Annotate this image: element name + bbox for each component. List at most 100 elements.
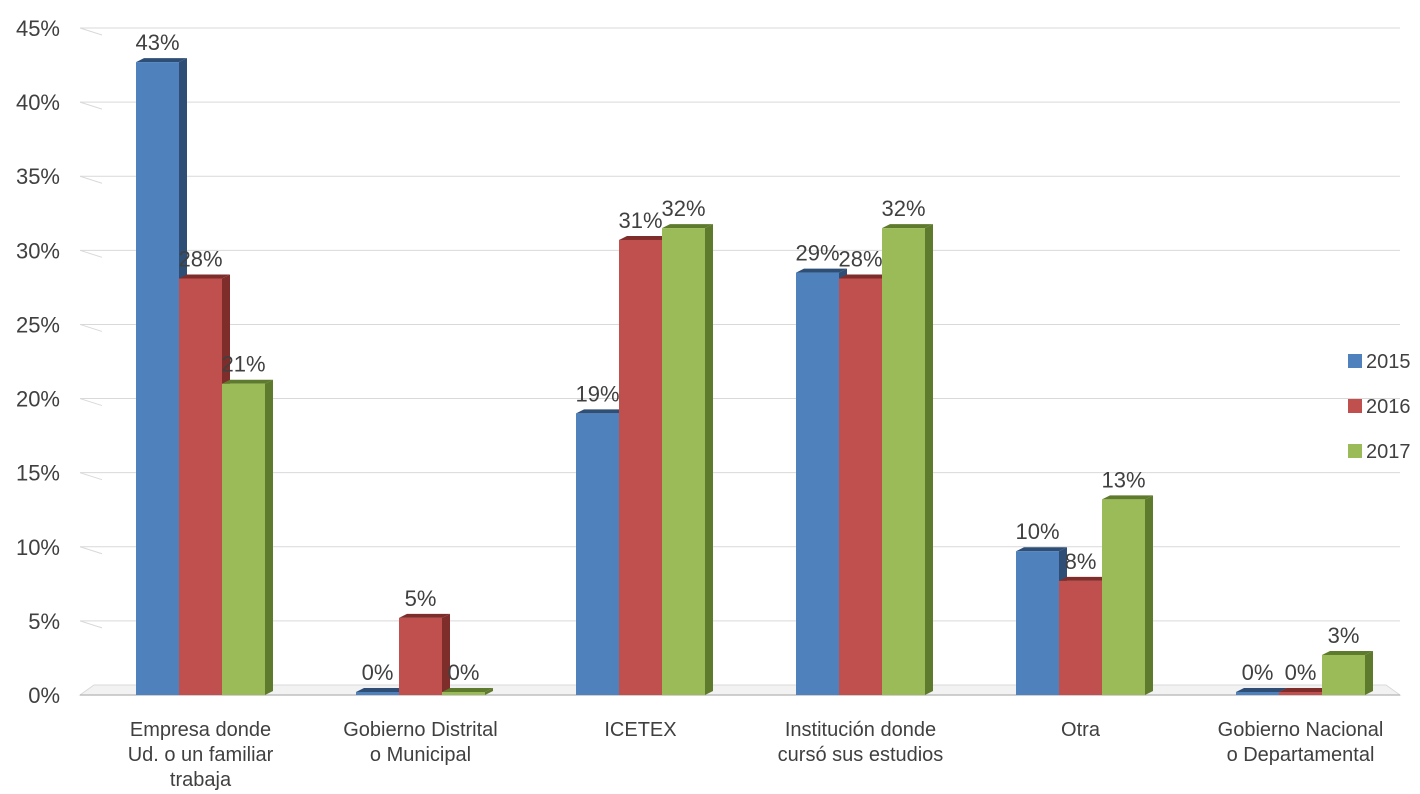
- bar-side: [1145, 495, 1153, 695]
- gridline-depth: [79, 27, 103, 36]
- bar-2016: [1059, 580, 1102, 695]
- y-tick-label: 5%: [28, 609, 60, 634]
- data-label: 5%: [405, 586, 437, 611]
- x-tick-label: Gobierno Distrital o Municipal: [343, 719, 498, 766]
- data-label: 19%: [575, 381, 619, 406]
- x-axis: Empresa donde Ud. o un familiar trabaja Gob…: [128, 719, 1384, 791]
- bar-top: [1102, 495, 1153, 500]
- legend-swatch-2016: [1348, 399, 1362, 413]
- bar-top: [1059, 576, 1110, 581]
- data-label: 28%: [838, 246, 882, 271]
- gridline-depth: [79, 398, 103, 407]
- bar-2017: [662, 228, 705, 695]
- x-tick-label-line: Empresa donde: [130, 719, 271, 741]
- y-tick-label: 25%: [16, 312, 60, 337]
- gridline-depth: [79, 323, 103, 332]
- bar-top: [179, 274, 230, 279]
- data-label: 0%: [448, 660, 480, 685]
- bar-top: [619, 235, 670, 240]
- bar-top: [222, 379, 273, 384]
- bar-2016: [619, 239, 662, 696]
- bar-2017: [882, 228, 925, 695]
- bar-2016: [1279, 692, 1322, 695]
- x-tick-label-line: Institución donde: [785, 719, 936, 741]
- y-tick-label: 40%: [16, 90, 60, 115]
- x-tick-label: Otra: [1061, 719, 1101, 741]
- gridlines: [78, 27, 1402, 696]
- bar-2015: [1236, 692, 1279, 695]
- bar-2016: [839, 278, 882, 695]
- bar-2015: [1016, 551, 1059, 695]
- bar-2016: [179, 278, 222, 695]
- gridline-depth: [79, 175, 103, 184]
- bar-top: [442, 688, 493, 692]
- legend-label: 2016: [1366, 396, 1411, 418]
- data-label: 13%: [1101, 467, 1145, 492]
- bar-side: [705, 224, 713, 695]
- bar-top: [399, 613, 450, 618]
- bar-top: [1279, 688, 1330, 692]
- bar-top: [1016, 547, 1067, 552]
- bar-2015: [136, 62, 179, 695]
- y-tick-label: 15%: [16, 461, 60, 486]
- data-label: 29%: [795, 241, 839, 266]
- bar-top: [662, 224, 713, 229]
- data-label: 0%: [362, 660, 394, 685]
- bar-top: [356, 688, 407, 692]
- data-label: 0%: [1285, 660, 1317, 685]
- data-label: 10%: [1015, 519, 1059, 544]
- x-tick-label: Institución donde cursó sus estudios: [778, 719, 944, 766]
- bar-top: [882, 224, 933, 229]
- bar-2017: [1322, 654, 1365, 695]
- chart-floor: [78, 684, 1402, 696]
- data-label: 0%: [1242, 660, 1274, 685]
- bar-side: [1365, 650, 1373, 695]
- legend-swatch-2015: [1348, 354, 1362, 368]
- bar-side: [442, 613, 450, 695]
- data-label: 21%: [221, 352, 265, 377]
- data-label: 3%: [1328, 623, 1360, 648]
- y-tick-label: 0%: [28, 683, 60, 708]
- y-tick-label: 35%: [16, 164, 60, 189]
- gridline-depth: [79, 472, 103, 481]
- bar-2015: [576, 413, 619, 695]
- bar-2016: [399, 617, 442, 695]
- bar-top: [1236, 688, 1287, 692]
- data-labels: 43% 0% 19% 29% 10% 0% 28% 5% 31% 28% 8% 0% 21% 0% 32% 3…: [135, 30, 1359, 685]
- x-tick-label-line: o Municipal: [370, 744, 471, 766]
- legend-label: 2015: [1366, 351, 1411, 373]
- bar-top: [576, 409, 627, 414]
- data-label: 43%: [135, 30, 179, 55]
- x-tick-label-line: o Departamental: [1227, 744, 1375, 766]
- bar-top: [839, 274, 890, 279]
- gridline-depth: [79, 249, 103, 258]
- bar-side: [485, 688, 493, 695]
- bars: [136, 58, 1373, 696]
- y-tick-label: 20%: [16, 387, 60, 412]
- legend-swatch-2017: [1348, 444, 1362, 458]
- x-tick-label: Empresa donde Ud. o un familiar trabaja: [128, 719, 274, 791]
- x-tick-label-line: cursó sus estudios: [778, 744, 944, 766]
- y-tick-label: 30%: [16, 238, 60, 263]
- data-label: 8%: [1065, 549, 1097, 574]
- y-tick-label: 10%: [16, 535, 60, 560]
- data-label: 32%: [881, 196, 925, 221]
- bar-side: [265, 379, 273, 695]
- gridline-depth: [79, 620, 103, 629]
- data-label: 31%: [618, 208, 662, 233]
- data-label: 32%: [661, 196, 705, 221]
- y-tick-label: 45%: [16, 16, 60, 41]
- legend-label: 2017: [1366, 441, 1411, 463]
- bar-2017: [222, 383, 265, 695]
- bar-top: [136, 58, 187, 63]
- x-tick-label: Gobierno Nacional o Departamental: [1218, 719, 1384, 766]
- x-tick-label-line: Gobierno Distrital: [343, 719, 498, 741]
- bar-2015: [356, 692, 399, 695]
- bar-2017: [1102, 499, 1145, 695]
- x-tick-label: ICETEX: [604, 719, 676, 741]
- bar-2015: [796, 272, 839, 695]
- x-tick-label-line: Gobierno Nacional: [1218, 719, 1384, 741]
- bar-top: [1322, 650, 1373, 655]
- gridline-depth: [79, 101, 103, 110]
- bar-top: [796, 268, 847, 273]
